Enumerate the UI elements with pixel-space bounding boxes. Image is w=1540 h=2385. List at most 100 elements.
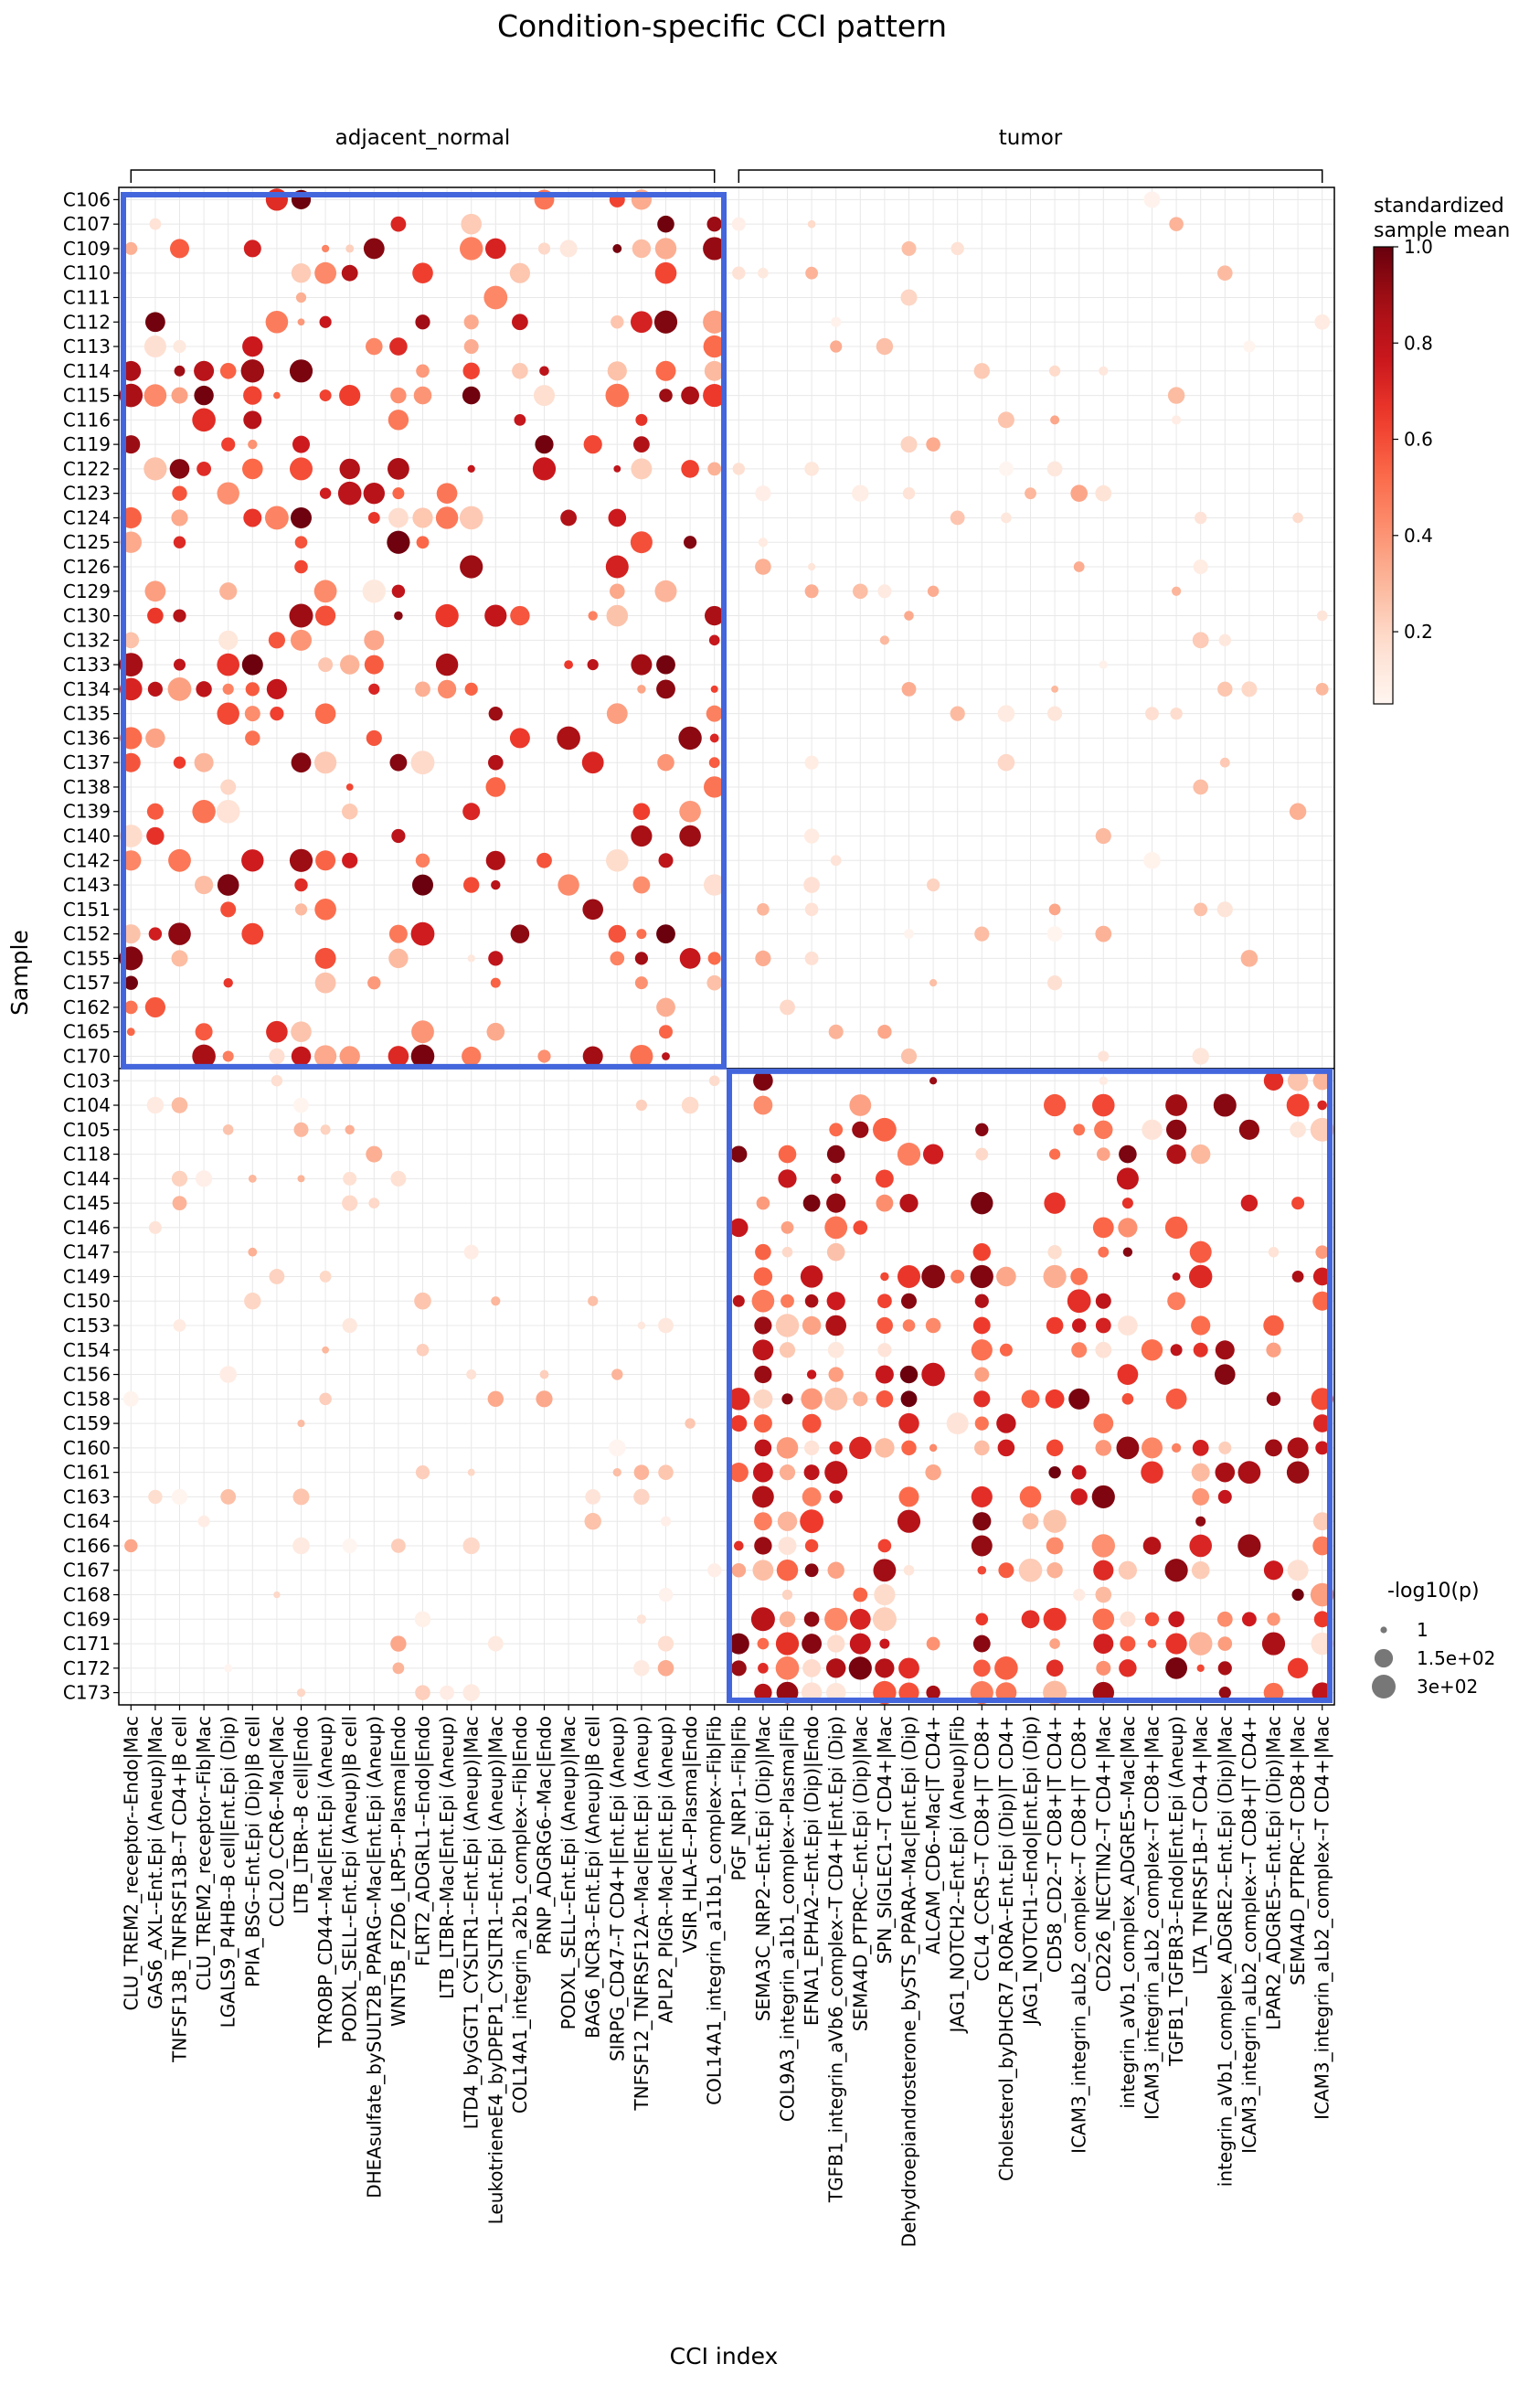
dot-mark xyxy=(678,726,702,751)
dot-mark xyxy=(483,285,508,310)
size-legend: -log10(p) 1 1.5e+02 3e+02 xyxy=(1372,1580,1495,1698)
dot-mark xyxy=(971,1339,993,1361)
dot-mark xyxy=(827,1561,844,1579)
dot-mark xyxy=(265,506,289,530)
dot-mark xyxy=(460,237,483,261)
dot-mark xyxy=(1095,484,1112,502)
size-legend-label: 1 xyxy=(1417,1619,1428,1641)
dot-mark xyxy=(1044,1192,1066,1214)
dot-mark xyxy=(754,1683,772,1702)
dot-mark xyxy=(780,999,795,1016)
dot-mark xyxy=(415,1465,430,1480)
dot-mark xyxy=(926,437,940,452)
dot-mark xyxy=(974,1367,990,1382)
dot-mark xyxy=(364,655,384,675)
dot-mark xyxy=(1216,1611,1233,1627)
dot-mark xyxy=(174,365,186,377)
dot-mark xyxy=(752,1339,774,1361)
column-label: CLU_TREM2_receptor--Fib|Mac xyxy=(193,1716,215,1991)
dot-mark xyxy=(291,506,312,528)
row-label: C135 xyxy=(63,703,111,725)
dot-mark xyxy=(1073,561,1085,572)
dot-mark xyxy=(1192,1048,1209,1065)
dot-mark xyxy=(366,1145,383,1163)
column-label: SEMA4D_PTPRC--T CD8+|Mac xyxy=(1287,1716,1309,1986)
dot-mark xyxy=(755,950,771,966)
dot-mark xyxy=(1215,1340,1235,1360)
row-label: C144 xyxy=(63,1167,111,1189)
column-label: ICAM3_integrin_aLb2_complex--T CD8+|T CD… xyxy=(1068,1716,1090,2154)
row-label: C132 xyxy=(63,629,111,651)
dot-mark xyxy=(322,244,330,253)
dot-mark xyxy=(877,1343,892,1358)
dot-mark xyxy=(758,267,769,279)
dot-mark xyxy=(779,1464,796,1481)
colorbar-title-line-2: sample mean xyxy=(1374,219,1510,242)
dot-mark xyxy=(729,1218,749,1238)
dot-mark xyxy=(633,1488,650,1506)
column-label: COL14A1_integrin_a2b1_complex--Fib|Endo xyxy=(509,1716,531,2113)
dot-mark xyxy=(145,312,165,333)
dot-mark xyxy=(1216,901,1233,918)
dot-mark xyxy=(776,1560,799,1581)
dot-mark xyxy=(633,1660,650,1677)
dot-mark xyxy=(364,630,385,651)
dot-mark xyxy=(1193,779,1208,795)
dot-mark xyxy=(314,1045,337,1068)
dot-mark xyxy=(901,240,917,256)
dot-mark xyxy=(730,1145,748,1163)
dot-mark xyxy=(1046,1316,1064,1335)
dot-mark xyxy=(322,1346,329,1354)
dot-mark xyxy=(1242,1612,1257,1627)
dot-mark xyxy=(414,1611,431,1627)
row-label: C158 xyxy=(63,1388,111,1410)
row-label: C129 xyxy=(63,580,111,602)
dot-mark xyxy=(898,1657,919,1679)
dot-mark xyxy=(1099,660,1108,669)
dot-mark xyxy=(1315,1441,1330,1455)
dot-mark xyxy=(1240,1194,1259,1212)
chart-title: Condition-specific CCI pattern xyxy=(497,8,947,44)
dot-mark xyxy=(532,457,557,481)
dot-mark xyxy=(754,1365,772,1384)
dot-mark xyxy=(805,266,818,280)
dot-mark xyxy=(169,459,190,479)
dot-mark xyxy=(289,359,313,383)
dot-mark xyxy=(758,1663,769,1674)
dot-mark xyxy=(804,1294,819,1308)
dot-mark xyxy=(775,1632,800,1656)
dot-mark xyxy=(363,238,385,260)
dot-mark xyxy=(728,1463,749,1483)
row-label: C157 xyxy=(63,972,111,994)
dot-mark xyxy=(1286,1461,1310,1484)
dot-mark xyxy=(634,952,649,965)
dot-mark xyxy=(994,1656,1018,1680)
dot-mark xyxy=(971,1485,993,1508)
row-label: C113 xyxy=(63,335,111,357)
dot-mark xyxy=(1195,1516,1206,1527)
dot-mark xyxy=(1312,1512,1332,1531)
row-label: C110 xyxy=(63,262,111,284)
dot-mark xyxy=(1068,1388,1090,1410)
dot-mark xyxy=(658,853,674,868)
dot-mark xyxy=(173,1319,186,1332)
dot-mark xyxy=(1164,1559,1188,1582)
dot-mark xyxy=(145,728,165,749)
dot-mark xyxy=(217,482,239,505)
dot-mark xyxy=(587,658,599,671)
row-label: C160 xyxy=(63,1437,111,1459)
row-label: C137 xyxy=(63,751,111,773)
dot-mark xyxy=(631,825,653,847)
dot-mark xyxy=(803,828,820,844)
dot-mark xyxy=(219,582,238,601)
dot-mark xyxy=(1070,1268,1089,1285)
dot-mark xyxy=(1213,1093,1237,1117)
dot-mark xyxy=(318,657,334,673)
dot-mark xyxy=(514,413,526,426)
dot-mark xyxy=(804,902,819,917)
row-label: C114 xyxy=(63,360,111,382)
dot-mark xyxy=(758,538,769,548)
dot-mark xyxy=(1217,265,1233,282)
dot-mark xyxy=(314,947,336,969)
column-label: CLU_TREM2_receptor--Endo|Mac xyxy=(120,1716,142,2011)
